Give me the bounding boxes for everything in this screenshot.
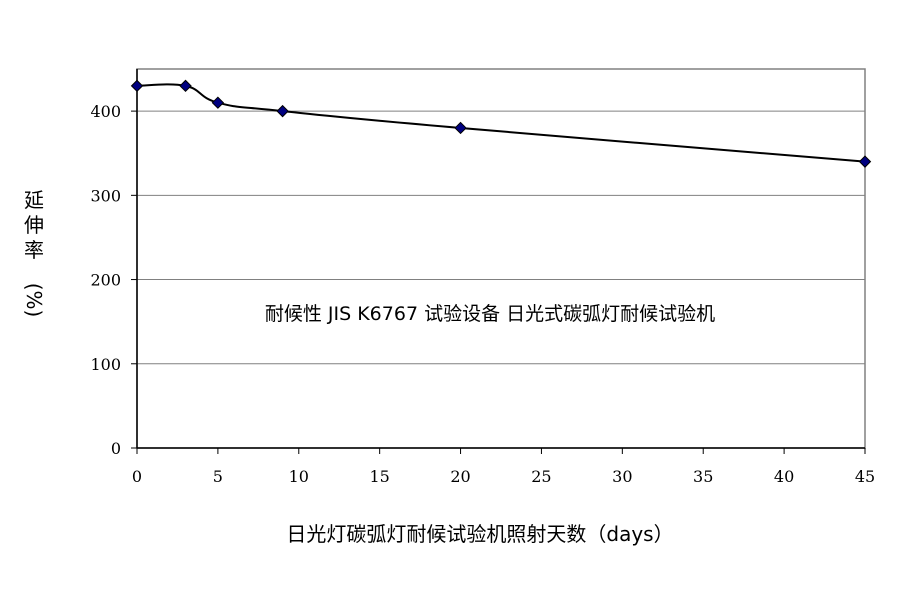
y-axis-label-char: 延 [24, 188, 44, 212]
data-point [130, 79, 144, 93]
y-tick-label: 0 [111, 439, 121, 458]
x-tick-label: 0 [132, 467, 142, 486]
y-axis-label-char: (%) [22, 283, 46, 318]
data-markers [130, 79, 872, 168]
data-point [276, 104, 289, 118]
y-tick-label: 100 [90, 355, 121, 374]
y-tick-label: 200 [90, 271, 121, 290]
x-tick-labels: 0 5 10 15 20 25 30 35 40 45 [132, 467, 875, 486]
y-axis-label: 延伸率 (%) [22, 188, 46, 317]
grid-lines [137, 110, 865, 365]
x-tick-label: 45 [855, 467, 875, 486]
x-tick-label: 40 [774, 467, 794, 486]
x-tick-label: 20 [450, 467, 470, 486]
y-tick-label: 400 [90, 102, 121, 121]
x-tick-label: 30 [612, 467, 632, 486]
series-line [136, 83, 866, 163]
y-tick-labels: 0 100 200 300 400 [90, 102, 121, 458]
data-point [858, 155, 872, 168]
y-axis-label-char: 伸 [24, 213, 44, 237]
data-point [454, 121, 467, 135]
y-axis-label-char: 率 [24, 238, 44, 262]
x-axis-label: 日光灯碳弧灯耐候试验机照射天数（days） [286, 522, 673, 546]
plot-frame [136, 68, 866, 449]
axes [131, 69, 866, 454]
x-tick-label: 25 [531, 467, 551, 486]
data-point [211, 96, 225, 109]
y-tick-label: 300 [90, 186, 121, 205]
data-point [179, 79, 192, 93]
chart-annotation: 耐候性 JIS K6767 试验设备 日光式碳弧灯耐候试验机 [265, 303, 715, 325]
x-tick-label: 10 [289, 467, 309, 486]
x-tick-label: 35 [693, 467, 713, 486]
x-tick-label: 5 [213, 467, 223, 486]
x-tick-label: 15 [369, 467, 389, 486]
